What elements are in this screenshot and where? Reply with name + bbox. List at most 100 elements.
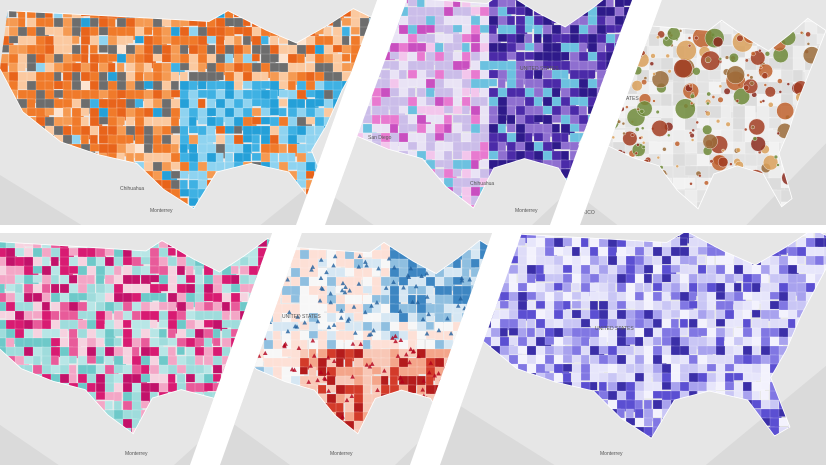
county xyxy=(498,259,508,271)
county xyxy=(605,123,614,132)
county xyxy=(239,256,249,266)
bubble xyxy=(664,36,669,41)
bubble xyxy=(631,80,643,92)
place-label: Monterrey xyxy=(150,208,173,214)
bubble xyxy=(750,125,755,130)
county xyxy=(600,105,621,126)
county xyxy=(344,123,354,137)
marker xyxy=(363,259,368,264)
county xyxy=(472,291,488,307)
county xyxy=(107,98,118,110)
county xyxy=(221,409,237,425)
county xyxy=(612,69,626,87)
county xyxy=(434,384,449,400)
bubble xyxy=(622,30,626,35)
county xyxy=(170,80,179,91)
county xyxy=(499,246,513,260)
county xyxy=(371,15,388,26)
marker xyxy=(318,275,324,281)
county xyxy=(596,105,609,117)
county xyxy=(323,143,337,159)
county xyxy=(569,204,581,208)
county xyxy=(323,161,339,170)
county xyxy=(614,87,626,97)
bubble xyxy=(750,51,756,57)
county xyxy=(248,328,260,339)
county xyxy=(68,265,80,274)
bubble xyxy=(667,133,671,138)
county xyxy=(488,249,492,264)
county xyxy=(326,150,336,161)
county xyxy=(470,312,485,324)
county xyxy=(470,33,481,43)
county xyxy=(263,258,277,269)
county xyxy=(341,26,350,37)
marker xyxy=(326,324,332,330)
county xyxy=(59,292,70,304)
county xyxy=(587,105,596,115)
county xyxy=(32,310,44,319)
county xyxy=(380,267,390,277)
county xyxy=(407,33,419,43)
county xyxy=(368,17,377,29)
county xyxy=(596,123,613,139)
bubble xyxy=(761,72,769,79)
county xyxy=(134,35,144,44)
marker xyxy=(302,320,308,325)
county xyxy=(605,96,615,106)
county xyxy=(553,291,564,302)
county xyxy=(588,117,605,130)
county xyxy=(317,258,329,267)
county xyxy=(53,62,64,74)
marker xyxy=(295,314,300,319)
county xyxy=(524,33,533,44)
county xyxy=(359,44,372,59)
county xyxy=(206,134,218,143)
bubble xyxy=(721,148,725,153)
marker xyxy=(356,264,362,269)
county xyxy=(62,62,73,72)
county xyxy=(569,60,580,71)
bubble xyxy=(759,65,763,70)
marker xyxy=(311,353,317,358)
county xyxy=(143,80,154,90)
county xyxy=(50,256,59,268)
marker xyxy=(353,330,358,335)
county xyxy=(350,62,362,77)
marker xyxy=(350,341,356,346)
bubble xyxy=(746,73,750,78)
county xyxy=(260,71,269,81)
marker xyxy=(249,305,254,310)
marker xyxy=(347,288,352,293)
bubble xyxy=(621,121,626,126)
county xyxy=(323,188,332,200)
county xyxy=(257,274,270,288)
county xyxy=(220,411,222,422)
county xyxy=(263,285,274,299)
bubble xyxy=(726,65,745,85)
county xyxy=(378,9,391,21)
marker xyxy=(369,361,375,366)
bubble xyxy=(752,136,758,141)
county xyxy=(434,429,451,434)
bubble xyxy=(762,155,779,171)
county xyxy=(389,0,401,2)
county xyxy=(344,96,354,113)
county xyxy=(236,357,251,367)
bubble xyxy=(711,95,716,99)
county xyxy=(299,330,311,340)
marker xyxy=(331,263,336,268)
county xyxy=(254,276,269,290)
marker xyxy=(269,297,275,302)
county xyxy=(578,123,590,132)
county xyxy=(587,69,596,79)
county xyxy=(425,69,436,78)
county xyxy=(470,330,479,340)
county xyxy=(605,60,619,70)
county xyxy=(452,366,462,381)
county xyxy=(479,267,492,277)
county xyxy=(263,267,278,277)
county xyxy=(600,93,613,106)
county xyxy=(569,177,580,194)
marker xyxy=(416,353,421,359)
